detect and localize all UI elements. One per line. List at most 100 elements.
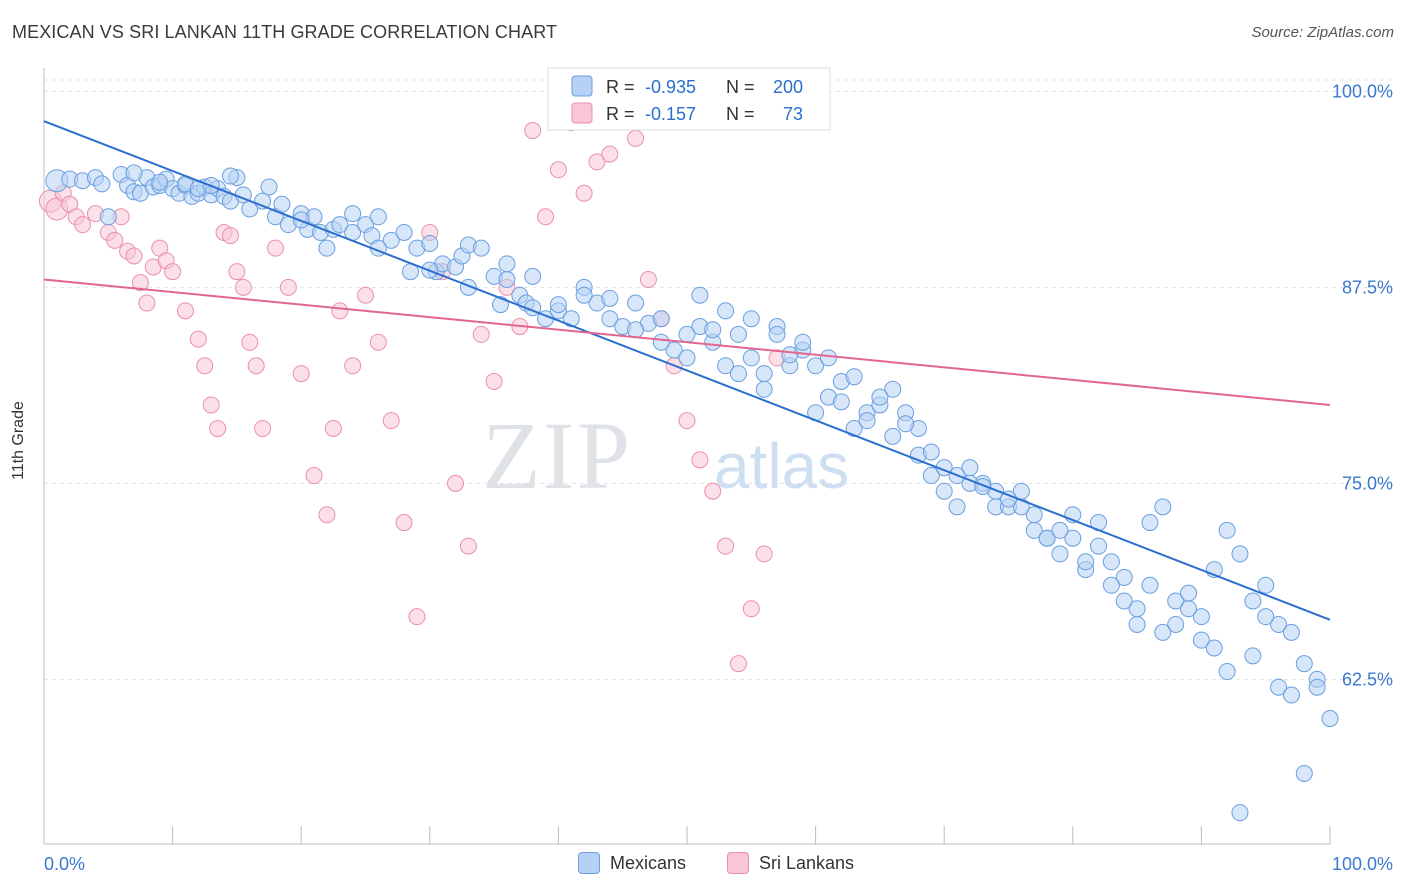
mexicans-point-143 — [755, 380, 773, 398]
mexicans-point-103 — [1090, 537, 1108, 555]
legend-r-label-2: R = — [606, 104, 635, 124]
mexicans-point-147 — [858, 412, 876, 430]
bottom-legend-item-mexicans: Mexicans — [578, 852, 686, 874]
mexicans-point-157 — [1115, 568, 1133, 586]
mexicans-point-162 — [1244, 647, 1262, 665]
mexicans-point-91 — [935, 482, 953, 500]
sri-lankans-point-37 — [344, 357, 362, 375]
y-tick-label-2: 87.5% — [1342, 277, 1393, 297]
mexicans-point-165 — [1231, 804, 1249, 822]
mexicans-point-173 — [1102, 576, 1120, 594]
sri-lankans-point-11 — [125, 247, 143, 265]
bottom-legend: Mexicans Sri Lankans — [0, 852, 1406, 878]
watermark: ZIP atlas — [482, 402, 849, 509]
mexicans-point-135 — [549, 296, 567, 314]
sri-lankans-point-39 — [369, 333, 387, 351]
mexicans-point-104 — [1102, 553, 1120, 571]
mexicans-point-4 — [93, 175, 111, 193]
sri-lankans-point-34 — [318, 506, 336, 524]
sri-lankans-point-17 — [164, 263, 182, 281]
mexicans-point-69 — [652, 310, 670, 328]
mexicans-point-161 — [1218, 663, 1236, 681]
mexicans-point-65 — [601, 310, 619, 328]
sri-lankans-point-8 — [106, 231, 124, 249]
sri-lankans-point-32 — [292, 365, 310, 383]
sri-lankans-point-63 — [678, 412, 696, 430]
mexicans-point-106 — [1128, 600, 1146, 618]
mexicans-point-42 — [369, 208, 387, 226]
sri-lankans-point-45 — [447, 474, 465, 492]
sri-lankans-point-41 — [395, 514, 413, 532]
mexicans-swatch — [578, 852, 600, 874]
mexicans-point-77 — [755, 365, 773, 383]
x-tick-label-0: 0.0% — [44, 854, 85, 874]
mexicans-point-153 — [1012, 498, 1030, 516]
sri-lankans-point-51 — [524, 122, 542, 140]
mexicans-point-47 — [421, 234, 439, 252]
mexicans-point-133 — [498, 255, 516, 273]
sri-lankans-point-68 — [742, 600, 760, 618]
mexicans-point-71 — [678, 349, 696, 367]
sri-lankans-point-20 — [196, 357, 214, 375]
mexicans-point-172 — [1128, 615, 1146, 633]
mexicans-point-140 — [678, 325, 696, 343]
sri-lankans-point-13 — [138, 294, 156, 312]
mexicans-point-123 — [151, 173, 169, 191]
mexicans-point-163 — [1270, 678, 1288, 696]
legend-n-value-1: 200 — [773, 77, 803, 97]
legend-swatch-mexicans — [571, 75, 593, 97]
mexicans-point-44 — [395, 223, 413, 241]
sri-lankans-point-18 — [176, 302, 194, 320]
mexicans-point-181 — [897, 415, 915, 433]
sri-lankans-point-66 — [717, 537, 735, 555]
mexicans-point-90 — [922, 467, 940, 485]
mexicans-point-148 — [884, 427, 902, 445]
sri-lankans-point-40 — [382, 412, 400, 430]
legend-n-label-2: N = — [726, 104, 755, 124]
sri-lankans-point-38 — [357, 286, 374, 304]
sri-lankans-point-48 — [485, 372, 503, 390]
mexicans-point-182 — [871, 388, 889, 406]
mexicans-point-116 — [1257, 576, 1275, 594]
mexicans-point-36 — [318, 239, 336, 257]
x-tick-label-1: 100.0% — [1332, 854, 1393, 874]
mexicans-point-67 — [627, 294, 645, 312]
sri-lankans-point-27 — [241, 333, 259, 351]
mexicans-point-59 — [524, 267, 542, 285]
mexicans-point-169 — [1205, 639, 1223, 657]
sri-lankans-point-31 — [279, 278, 297, 296]
mexicans-point-159 — [1167, 615, 1185, 633]
mexicans-point-154 — [1038, 529, 1056, 547]
sri-lankans-point-30 — [266, 239, 284, 257]
mexicans-point-138 — [627, 321, 645, 339]
mexicans-point-122 — [125, 164, 143, 182]
chart-title: MEXICAN VS SRI LANKAN 11TH GRADE CORRELA… — [12, 22, 558, 42]
sri-lankans-point-47 — [472, 325, 490, 343]
legend-n-label-1: N = — [726, 77, 755, 97]
watermark-atlas: atlas — [714, 430, 849, 502]
sri-lankans-point-55 — [575, 184, 593, 202]
sri-lankans-trend-line — [43, 278, 1331, 406]
mexicans-point-144 — [781, 346, 799, 364]
mexicans-point-175 — [1051, 521, 1069, 539]
y-axis-label: 11th Grade — [10, 401, 27, 480]
mexicans-point-180 — [922, 443, 940, 461]
mexicans-point-28 — [260, 178, 278, 196]
mexicans-point-185 — [794, 333, 812, 351]
mexicans-point-166 — [1282, 686, 1300, 704]
mexicans-point-87 — [884, 380, 902, 398]
mexicans-point-62 — [562, 310, 580, 328]
sri-lankans-point-60 — [639, 271, 657, 289]
mexicans-point-171 — [1154, 623, 1172, 641]
mexicans-point-174 — [1077, 553, 1095, 571]
sri-lankans-point-33 — [305, 467, 323, 485]
source-label: Source: ZipAtlas.com — [1251, 24, 1394, 41]
mexicans-point-160 — [1192, 631, 1210, 649]
mexicans-point-141 — [704, 321, 722, 339]
mexicans-point-111 — [1192, 608, 1210, 626]
mexicans-point-74 — [717, 357, 735, 375]
sri-lankans-point-29 — [254, 419, 272, 437]
sri-lankans-point-67 — [729, 655, 747, 673]
y-tick-label-3: 100.0% — [1332, 81, 1393, 101]
